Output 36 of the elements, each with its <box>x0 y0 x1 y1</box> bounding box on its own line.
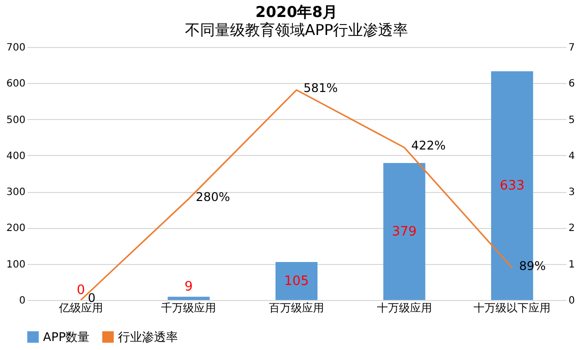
data-label: 422% <box>411 138 446 152</box>
y-tick-label: 100 <box>6 259 26 270</box>
x-tick-label: 千万级应用 <box>161 302 216 314</box>
bar <box>276 262 318 300</box>
y2-tick-label: 2 <box>568 223 575 234</box>
y-tick-label: 500 <box>6 114 26 126</box>
data-label: 379 <box>392 224 417 240</box>
y2-tick-label: 6 <box>568 78 575 90</box>
y2-tick-label: 4 <box>568 150 575 162</box>
data-label: 633 <box>500 178 525 194</box>
bar <box>383 163 426 300</box>
x-tick-label: 百万级应用 <box>269 302 324 314</box>
legend-label: APP数量 <box>43 330 90 344</box>
chart-subtitle: 不同量级教育领域APP行业渗透率 <box>184 21 408 39</box>
y-tick-label: 400 <box>6 150 26 162</box>
y2-tick-label: 7 <box>568 42 575 54</box>
data-label: 105 <box>284 274 309 290</box>
y2-tick-label: 3 <box>568 187 575 198</box>
data-label: 280% <box>196 190 230 204</box>
data-label: 9 <box>184 280 193 295</box>
bar <box>168 296 210 300</box>
x-tick-label: 十万级应用 <box>376 302 432 314</box>
data-label: 0 <box>76 283 86 298</box>
y-tick-label: 200 <box>6 223 26 234</box>
y-tick-label: 300 <box>6 187 26 198</box>
legend-label: 行业渗透率 <box>118 330 178 344</box>
x-tick-label: 亿级应用 <box>58 302 103 314</box>
y-tick-label: 700 <box>6 42 26 54</box>
x-tick-label: 十万级以下应用 <box>474 302 551 314</box>
y-tick-label: 600 <box>6 78 26 90</box>
data-label: 581% <box>304 81 338 96</box>
y-tick-label: 0 <box>19 296 26 306</box>
y2-tick-label: 1 <box>568 259 575 270</box>
chart-title: 2020年8月 <box>255 3 338 21</box>
y2-tick-label: 5 <box>568 114 575 126</box>
y2-tick-label: 0 <box>568 296 575 306</box>
